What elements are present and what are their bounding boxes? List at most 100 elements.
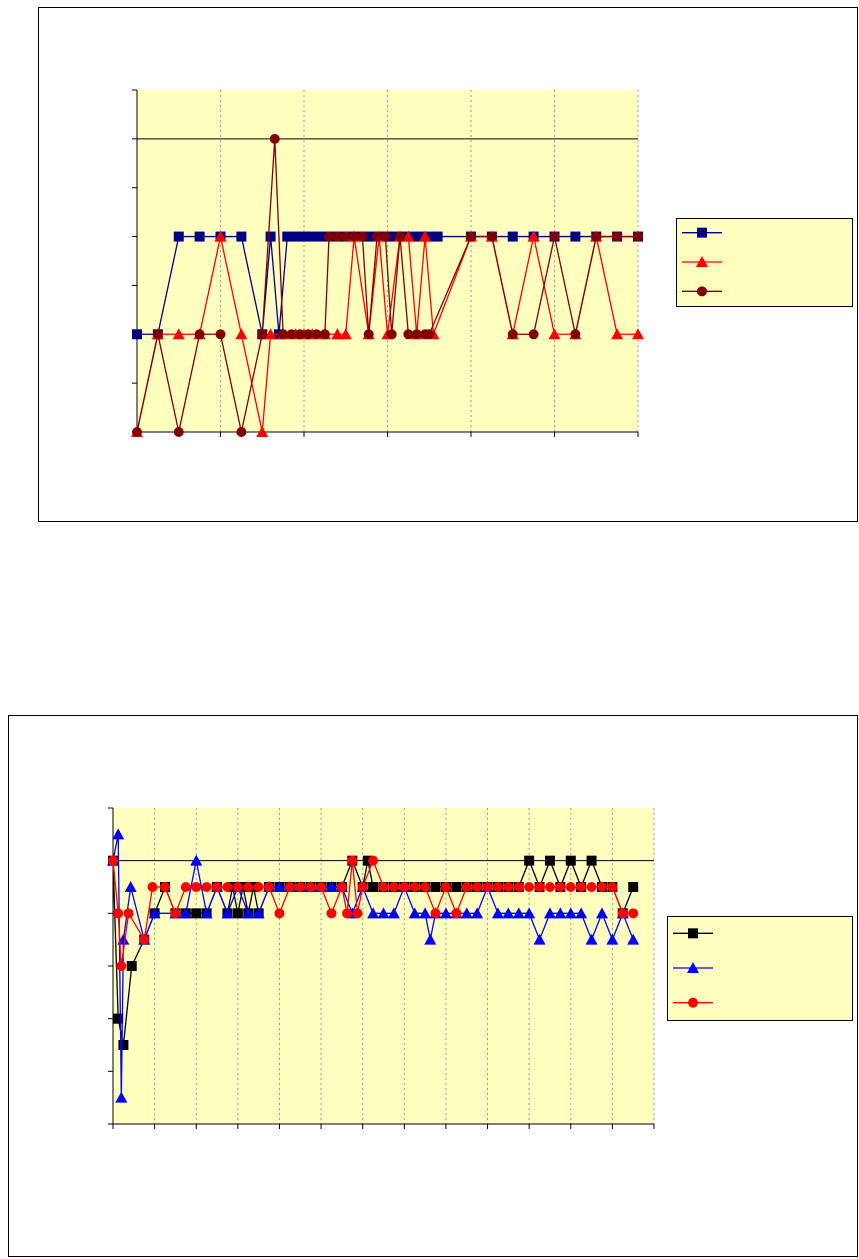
data-point (303, 329, 314, 340)
data-point (214, 230, 227, 242)
data-point (319, 329, 330, 340)
data-point (440, 882, 451, 892)
data-point (482, 882, 493, 892)
legend-marker (697, 227, 707, 238)
data-point (315, 231, 326, 242)
data-point (132, 427, 142, 437)
data-point (611, 328, 624, 340)
data-point (222, 882, 233, 892)
data-point (451, 882, 462, 892)
data-point (365, 231, 376, 242)
data-point (324, 231, 335, 242)
data-point (349, 231, 360, 242)
data-point (236, 231, 247, 242)
data-point (332, 231, 343, 242)
data-point (200, 907, 213, 919)
data-point (461, 882, 472, 892)
data-point (294, 329, 305, 340)
data-point (512, 907, 525, 919)
data-point (362, 855, 373, 866)
data-point (357, 231, 368, 242)
data-point (507, 329, 518, 340)
data-point (407, 231, 418, 242)
data-point (507, 231, 518, 242)
data-point (269, 133, 280, 144)
data-point (148, 907, 161, 919)
data-point (282, 231, 293, 242)
data-point (115, 1091, 128, 1103)
data-point (491, 907, 504, 919)
data-point (387, 907, 400, 919)
data-point (132, 329, 142, 340)
data-point (524, 882, 535, 892)
data-point (173, 231, 184, 242)
data-point (326, 908, 337, 919)
data-point (408, 907, 421, 919)
data-point (118, 1040, 129, 1050)
data-point (342, 908, 353, 919)
data-point (628, 908, 639, 919)
data-point (595, 907, 608, 919)
data-point (147, 882, 158, 892)
data-point (191, 882, 202, 892)
data-point (305, 882, 316, 892)
data-point (617, 908, 628, 919)
data-point (357, 882, 368, 892)
data-point (278, 329, 289, 340)
data-point (585, 933, 598, 945)
data-point (548, 328, 561, 340)
data-point (290, 231, 301, 242)
data-point (492, 882, 503, 892)
data-point (352, 908, 363, 919)
data-point (591, 231, 602, 242)
data-point (627, 933, 640, 945)
data-point (180, 882, 191, 892)
data-point (527, 230, 540, 242)
data-point (307, 231, 318, 242)
data-point (570, 231, 581, 242)
data-point (194, 329, 205, 340)
data-point (612, 231, 623, 242)
legend-marker (697, 286, 707, 297)
data-point (367, 907, 380, 919)
data-point (528, 329, 539, 340)
data-point (411, 329, 422, 340)
data-point (460, 907, 473, 919)
data-point (555, 882, 566, 892)
data-point (221, 907, 234, 919)
data-point (190, 854, 203, 866)
data-point (564, 907, 577, 919)
data-point (503, 882, 514, 892)
data-point (419, 230, 432, 242)
data-point (194, 231, 205, 242)
data-point (606, 933, 619, 945)
data-point (565, 882, 576, 892)
legend-marker (688, 997, 698, 1008)
data-point (607, 882, 618, 892)
data-point (377, 907, 390, 919)
data-point (486, 231, 497, 242)
data-point (402, 230, 415, 242)
data-point (264, 328, 277, 340)
data-point (191, 908, 202, 919)
data-point (347, 855, 358, 866)
data-point (395, 231, 406, 242)
data-point (284, 882, 295, 892)
data-point (424, 933, 437, 945)
data-point (543, 907, 556, 919)
data-point (544, 882, 555, 892)
data-point (420, 882, 431, 892)
data-point (201, 882, 212, 892)
data-point (126, 961, 137, 971)
data-point (466, 231, 476, 242)
data-point (380, 231, 391, 242)
data-point (339, 328, 352, 340)
data-point (160, 882, 171, 892)
data-point (215, 329, 226, 340)
legend-marker (687, 962, 699, 973)
data-point (152, 329, 163, 340)
data-point (372, 231, 383, 242)
data-point (295, 882, 306, 892)
